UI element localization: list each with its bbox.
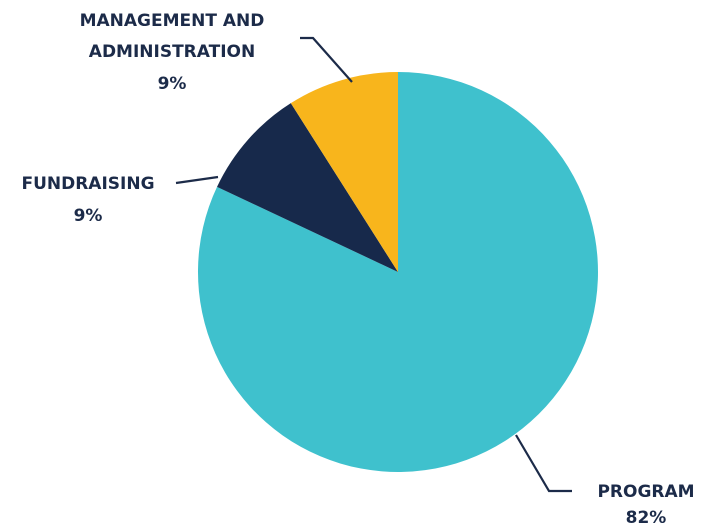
slice-program (197, 72, 598, 472)
label-fundraising-value: 9% (74, 206, 103, 226)
label-program-value: 82% (626, 508, 667, 526)
slice-management (290, 72, 398, 272)
label-fundraising: FUNDRAISING (21, 174, 154, 194)
label-program: PROGRAM (597, 482, 694, 502)
label-management-value: 9% (158, 74, 187, 94)
leader-line-management (300, 36, 353, 83)
pie-slices (197, 72, 598, 472)
label-management-line1: MANAGEMENT AND (80, 11, 265, 31)
label-management-line2: ADMINISTRATION (89, 42, 255, 62)
slice-fundraising (217, 103, 398, 272)
leader-line-program (515, 434, 572, 493)
leader-line-fundraising (175, 175, 219, 185)
